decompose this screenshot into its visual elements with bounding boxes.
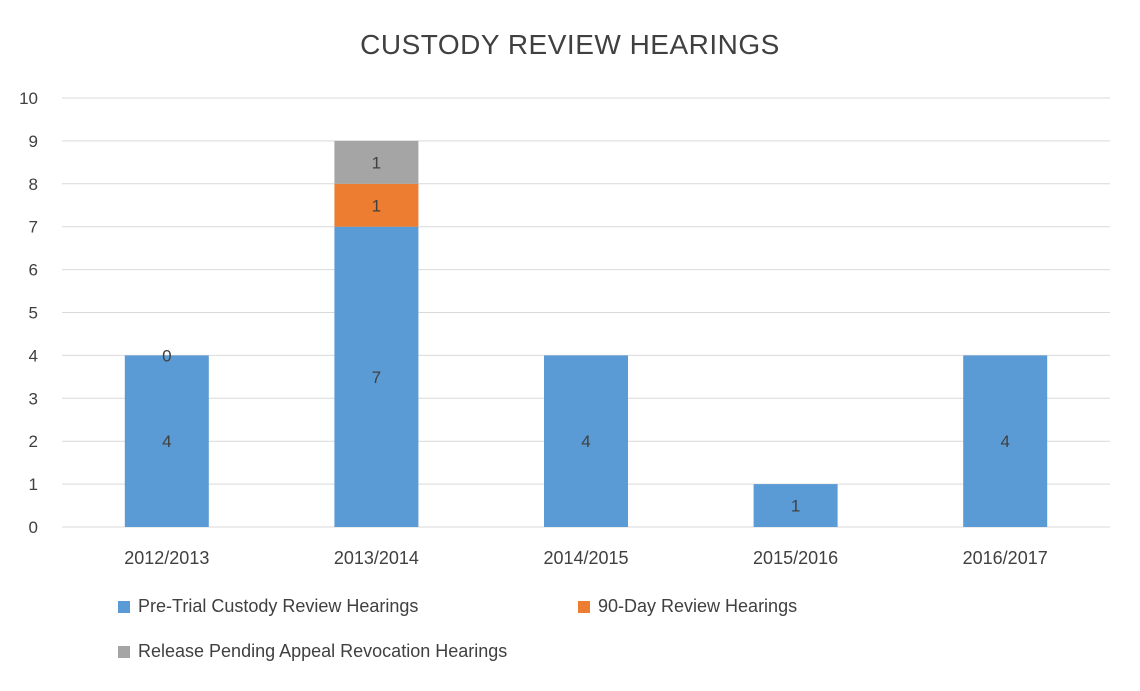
bars [124, 140, 1048, 527]
legend-entry: 90-Day Review Hearings [598, 596, 797, 616]
legend-entry: Release Pending Appeal Revocation Hearin… [138, 641, 507, 661]
bar-segment [334, 183, 419, 227]
legend-swatch [118, 601, 130, 613]
bar-segment [963, 355, 1048, 527]
bar-segment [334, 226, 419, 527]
bar-segment [753, 484, 838, 527]
y-tick-label: 2 [29, 432, 38, 451]
y-tick-label: 10 [19, 89, 38, 108]
x-category-label: 2013/2014 [334, 548, 419, 568]
bar-segment [334, 140, 419, 184]
y-tick-label: 8 [29, 175, 38, 194]
y-tick-label: 5 [29, 304, 38, 323]
y-tick-label: 9 [29, 132, 38, 151]
legend: Pre-Trial Custody Review Hearings 90-Day … [118, 596, 797, 661]
legend-swatch [578, 601, 590, 613]
data-label: 4 [162, 432, 171, 451]
data-label: 7 [372, 368, 381, 387]
data-label: 1 [372, 153, 381, 172]
y-tick-label: 1 [29, 475, 38, 494]
data-label: 0 [162, 346, 171, 365]
bar-segment [544, 355, 628, 527]
data-label: 4 [1000, 432, 1009, 451]
y-tick-label: 0 [29, 518, 38, 537]
data-label: 4 [581, 432, 590, 451]
data-label: 1 [791, 497, 800, 516]
x-category-label: 2012/2013 [124, 548, 209, 568]
y-tick-label: 4 [29, 346, 38, 365]
legend-swatch [118, 646, 130, 658]
data-label: 1 [372, 196, 381, 215]
x-axis: 2012/2013 2013/2014 2014/2015 2015/2016 2016… [124, 548, 1047, 568]
x-category-label: 2016/2017 [963, 548, 1048, 568]
x-category-label: 2015/2016 [753, 548, 838, 568]
y-axis: 0 1 2 3 4 5 6 7 8 9 10 [19, 89, 38, 537]
y-tick-label: 6 [29, 261, 38, 280]
y-tick-label: 7 [29, 218, 38, 237]
y-tick-label: 3 [29, 389, 38, 408]
x-category-label: 2014/2015 [543, 548, 628, 568]
data-labels: 4 0 7 1 1 4 1 4 [162, 153, 1010, 515]
bar-segment [124, 355, 209, 527]
legend-entry: Pre-Trial Custody Review Hearings [138, 596, 418, 616]
chart-title: CUSTODY REVIEW HEARINGS [360, 29, 780, 60]
